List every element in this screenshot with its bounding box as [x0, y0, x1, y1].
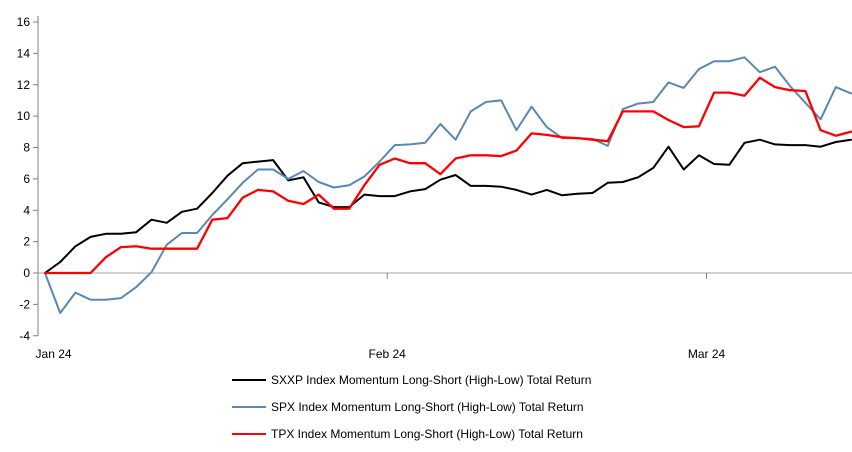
x-axis-tick-label: Feb 24 — [368, 347, 406, 361]
x-axis-tick-label: Mar 24 — [688, 347, 726, 361]
y-axis-tick-label: 14 — [17, 46, 31, 60]
y-axis-tick-label: 2 — [23, 235, 30, 249]
legend-label-tpx: TPX Index Momentum Long-Short (High-Low)… — [271, 427, 583, 441]
y-axis-tick-label: 8 — [23, 141, 30, 155]
y-axis-tick-label: 10 — [17, 109, 31, 123]
legend-item-sxxp: SXXP Index Momentum Long-Short (High-Low… — [232, 372, 591, 388]
y-axis-tick-label: 4 — [23, 203, 30, 217]
legend-label-sxxp: SXXP Index Momentum Long-Short (High-Low… — [271, 373, 592, 387]
sxxp-line-swatch — [232, 379, 266, 381]
spx-return-line — [44, 56, 852, 314]
y-axis-tick-label: 16 — [17, 15, 31, 29]
legend-label-spx: SPX Index Momentum Long-Short (High-Low)… — [271, 400, 584, 414]
y-axis-tick-label: 12 — [17, 78, 31, 92]
sxxp-return-line — [44, 138, 852, 274]
y-axis-tick-label: -2 — [19, 297, 30, 311]
legend-item-tpx: TPX Index Momentum Long-Short (High-Low)… — [232, 426, 591, 442]
legend-item-spx: SPX Index Momentum Long-Short (High-Low)… — [232, 399, 591, 415]
y-axis-tick-label: 0 — [23, 266, 30, 280]
tpx-return-line — [43, 76, 852, 275]
y-axis-tick-label: 6 — [23, 172, 30, 186]
tpx-line-swatch — [232, 433, 266, 435]
x-axis-tick-label: Jan 24 — [36, 347, 72, 361]
spx-line-swatch — [232, 406, 266, 408]
y-axis-tick-label: -4 — [19, 329, 30, 343]
chart-legend: SXXP Index Momentum Long-Short (High-Low… — [232, 372, 591, 442]
